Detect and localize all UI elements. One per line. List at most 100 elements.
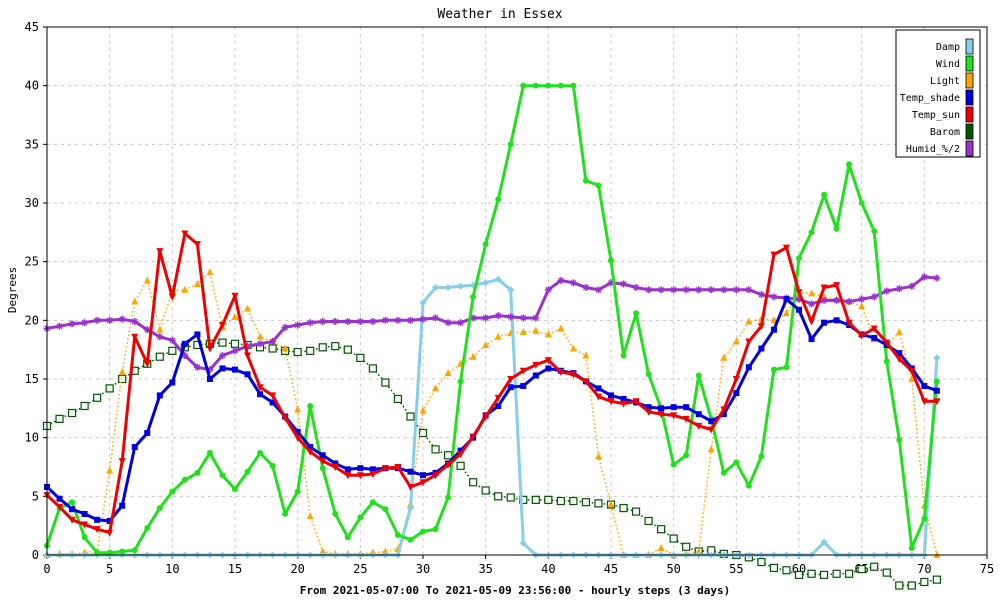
barom-point [456, 461, 465, 470]
light-point [544, 330, 552, 338]
barom-point [895, 581, 904, 590]
temp-shade-point [94, 516, 101, 523]
temp-shade-point [81, 510, 88, 517]
humid-2-point [845, 298, 853, 306]
temp-shade-point [194, 331, 201, 338]
temp-sun-point [544, 357, 552, 365]
humid-2-point [369, 318, 377, 326]
humid-2-point [858, 295, 866, 303]
light-point [419, 406, 427, 414]
temp-sun-point [569, 371, 577, 379]
legend-label: Temp_sun [912, 110, 960, 121]
temp-sun-point [695, 422, 703, 430]
humid-2-point [808, 300, 816, 308]
wind-point [507, 141, 514, 148]
light-point [594, 452, 602, 460]
legend-swatch [965, 89, 974, 106]
temp-sun-point [181, 230, 189, 238]
barom-point [506, 493, 515, 502]
temp-sun-point [131, 333, 139, 341]
barom-point [168, 346, 177, 355]
temp-sun-point [808, 318, 816, 326]
x-axis-label: From 2021-05-07:00 To 2021-05-09 23:56:0… [300, 584, 730, 597]
temp-sun-point [582, 378, 590, 386]
light-point [306, 512, 314, 520]
wind-point [520, 82, 527, 89]
light-point [244, 304, 252, 312]
temp-shade-point [307, 444, 314, 451]
barom-point [845, 569, 854, 578]
light-point [732, 337, 740, 345]
temp-sun-point [68, 516, 76, 524]
light-point [745, 317, 753, 325]
light-point [106, 466, 114, 474]
humid-2-point [532, 314, 540, 322]
wind-point [670, 461, 677, 468]
temp-sun-point [206, 345, 214, 353]
humid-2-point [933, 274, 941, 282]
temp-sun-point [118, 458, 126, 466]
temp-sun-point [306, 448, 314, 456]
light-point [582, 351, 590, 359]
wind-point [796, 255, 802, 262]
humid-2-point [507, 313, 515, 321]
light-point [557, 324, 565, 332]
temp-sun-point [782, 244, 790, 252]
humid-2-point [594, 286, 602, 294]
damp-point [519, 539, 527, 547]
barom-point [581, 498, 591, 507]
temp-sun-point [231, 292, 239, 300]
barom-point [819, 570, 829, 580]
barom-point [594, 499, 603, 508]
temp-sun-point [507, 376, 515, 383]
temp-shade-point [733, 390, 740, 397]
barom-point [807, 569, 816, 578]
legend-label: Wind [936, 59, 960, 70]
wind-point [282, 510, 289, 517]
temp-sun-point [532, 361, 540, 369]
wind-point [81, 534, 88, 541]
temp-sun-point [757, 323, 765, 331]
humid-2-point [81, 319, 89, 327]
barom-point [105, 384, 114, 393]
wind-point [369, 499, 376, 506]
x-tick-label: 15 [228, 562, 242, 576]
light-point [118, 367, 126, 375]
barom-point [356, 353, 365, 362]
legend-item-humid-2: Humid_%/2 [906, 140, 974, 157]
legend-item-light: Light [930, 72, 974, 89]
wind-point [119, 548, 126, 555]
temp-sun-point [494, 394, 502, 402]
wind-point [595, 182, 602, 189]
temp-shade-point [833, 317, 840, 324]
light-point [181, 285, 189, 293]
wind-point [933, 378, 940, 385]
wind-point [470, 293, 477, 300]
wind-point [532, 82, 539, 89]
temp-shade-point [871, 334, 878, 341]
temp-sun-point [820, 284, 828, 292]
legend-label: Humid_%/2 [906, 144, 960, 155]
y-tick-label: 20 [25, 313, 39, 327]
legend-swatch [965, 55, 974, 72]
light-point [782, 309, 790, 317]
barom-point [218, 338, 227, 347]
wind-point [319, 465, 326, 472]
temp-sun-point [883, 339, 891, 347]
temp-shade-point [232, 366, 238, 373]
humid-2-point [695, 286, 703, 294]
humid-2-point [218, 352, 226, 360]
temp-sun-point [670, 412, 678, 420]
damp-point [406, 504, 414, 512]
light-point [156, 325, 164, 333]
light-point [908, 375, 916, 382]
temp-shade-point [169, 379, 176, 386]
legend-swatch [965, 123, 974, 140]
barom-point [381, 378, 390, 387]
light-point [482, 340, 490, 348]
wind-point [758, 453, 765, 460]
humid-2-point [331, 318, 339, 326]
temp-shade-point [658, 405, 665, 412]
temp-shade-point [770, 326, 777, 333]
